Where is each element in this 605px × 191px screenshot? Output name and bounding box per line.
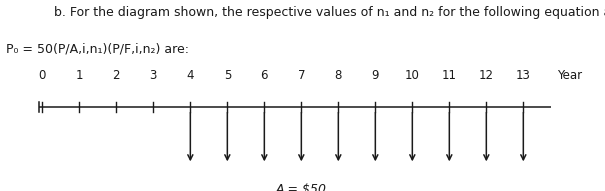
Text: Year: Year: [557, 69, 582, 82]
Text: 3: 3: [149, 69, 157, 82]
Text: 6: 6: [261, 69, 268, 82]
Text: 12: 12: [479, 69, 494, 82]
Text: 4: 4: [186, 69, 194, 82]
Text: 1: 1: [76, 69, 83, 82]
Text: 5: 5: [224, 69, 231, 82]
Text: 13: 13: [516, 69, 531, 82]
Text: P₀ = 50(P/A,i,n₁)(P/F,i,n₂) are:: P₀ = 50(P/A,i,n₁)(P/F,i,n₂) are:: [6, 42, 189, 55]
Text: 11: 11: [442, 69, 457, 82]
Text: 8: 8: [335, 69, 342, 82]
Text: b. For the diagram shown, the respective values of n₁ and n₂ for the following e: b. For the diagram shown, the respective…: [54, 6, 605, 19]
Text: 10: 10: [405, 69, 420, 82]
Text: 2: 2: [113, 69, 120, 82]
Text: 0: 0: [39, 69, 46, 82]
Text: 7: 7: [298, 69, 305, 82]
Text: 9: 9: [371, 69, 379, 82]
Text: A = $50: A = $50: [276, 183, 327, 191]
